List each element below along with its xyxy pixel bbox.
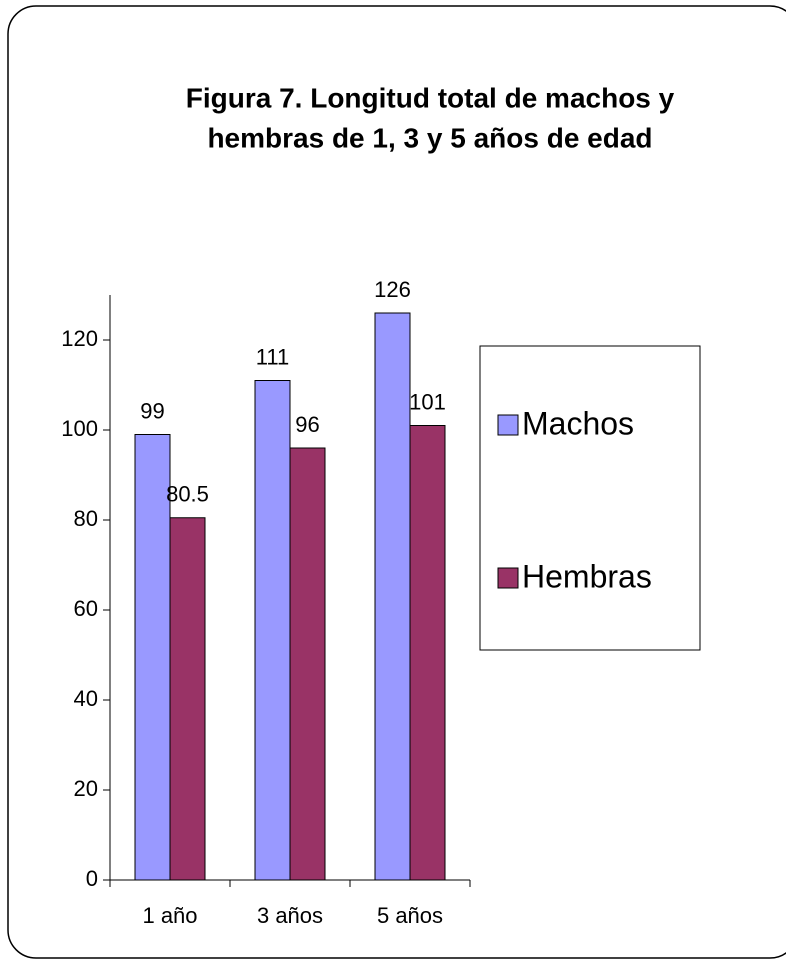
- legend-box: [479, 345, 701, 651]
- legend-swatch: [497, 567, 519, 589]
- y-tick-label: 60: [74, 596, 98, 621]
- x-tick-label: 3 años: [257, 903, 323, 928]
- y-tick-label: 100: [61, 416, 98, 441]
- x-tick-label: 1 año: [142, 903, 197, 928]
- bar: [134, 434, 171, 881]
- legend-label: Hembras: [522, 558, 652, 594]
- x-tick-label: 5 años: [377, 903, 443, 928]
- chart-title: Figura 7. Longitud total de machos y: [186, 82, 675, 113]
- chart-title: hembras de 1, 3 y 5 años de edad: [207, 122, 652, 153]
- bar: [289, 447, 326, 881]
- y-tick-label: 0: [86, 866, 98, 891]
- y-tick-label: 80: [74, 506, 98, 531]
- legend-label: Machos: [522, 405, 634, 441]
- data-label: 96: [295, 412, 319, 437]
- data-label: 126: [374, 277, 411, 302]
- bar: [409, 425, 446, 881]
- bar: [254, 380, 291, 881]
- bar: [374, 312, 411, 881]
- bar: [169, 517, 206, 881]
- data-label: 80.5: [166, 482, 209, 507]
- legend-swatch: [497, 414, 519, 436]
- data-label: 111: [256, 344, 289, 369]
- y-tick-label: 20: [74, 776, 98, 801]
- y-tick-label: 40: [74, 686, 98, 711]
- data-label: 99: [140, 398, 164, 423]
- data-label: 101: [409, 389, 446, 414]
- y-tick-label: 120: [61, 326, 98, 351]
